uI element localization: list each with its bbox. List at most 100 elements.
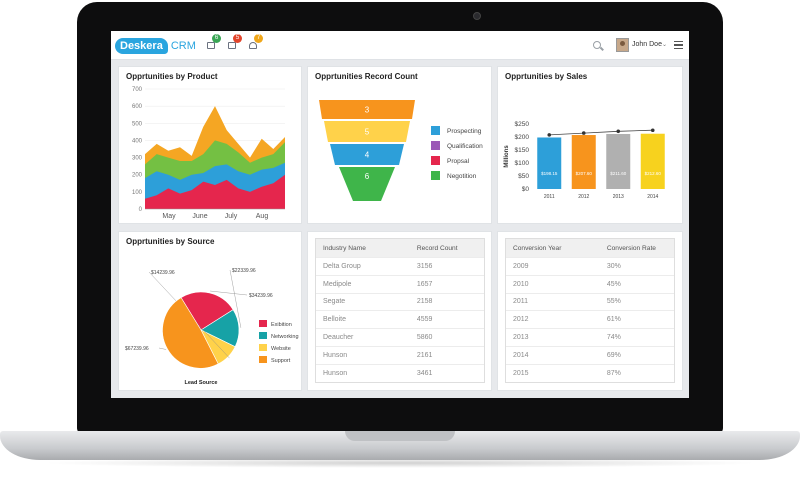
column-header[interactable]: Industry Name	[323, 244, 366, 252]
menu-icon[interactable]	[674, 41, 683, 49]
table-row[interactable]: Hunson 2161	[316, 345, 484, 364]
table-row[interactable]: Delta Group 3156	[316, 257, 484, 275]
legend-label: Exibition	[271, 322, 292, 328]
funnel-stage	[339, 167, 395, 201]
mail-badge: 5	[233, 34, 242, 43]
y-tick-label: 600	[132, 104, 143, 110]
funnel-stage-value: 6	[365, 172, 370, 181]
table-cell: 45%	[606, 280, 621, 288]
y-tick-label: $0	[522, 186, 530, 193]
bar	[571, 135, 596, 189]
table-row[interactable]: 2011 55%	[506, 292, 674, 311]
table-cell: 3461	[416, 369, 433, 377]
laptop-shadow	[40, 458, 760, 468]
source-chart-panel: Opprtunities by Source $34239.96 $22339.9…	[118, 231, 302, 391]
bar-data-label: $198.15	[541, 171, 558, 176]
x-tick-label: 2013	[613, 194, 624, 200]
table-row[interactable]: Segate 2158	[316, 292, 484, 311]
x-tick-label: 2014	[647, 194, 658, 200]
bar-data-label: $212.60	[645, 171, 662, 176]
alerts-badge: 7	[254, 34, 263, 43]
pie-slice	[180, 291, 234, 331]
area-series	[145, 174, 285, 209]
sales-chart-panel: Opprtunities by Sales $0 $50 $100 $150 $200 $…	[497, 66, 683, 224]
area-chart: 0 100 200 300 400 500 600 700 May June July Aug	[132, 87, 285, 220]
table-row[interactable]: Hunson 3461	[316, 363, 484, 382]
funnel-stage-value: 4	[365, 151, 370, 160]
mail-icon	[228, 42, 236, 49]
pie-leader-line	[158, 347, 167, 350]
legend-label: Prospecting	[447, 128, 482, 135]
panel-title: Opprtunities by Source	[126, 237, 215, 246]
deskera-logo[interactable]: Deskera CRM	[115, 37, 196, 55]
y-tick-label: 0	[139, 207, 143, 213]
legend-swatch	[259, 332, 267, 339]
table-cell: 5860	[416, 334, 433, 342]
y-tick-label: 300	[132, 156, 143, 162]
y-tick-label: $250	[515, 121, 530, 128]
table-row[interactable]: 2009 30%	[506, 257, 674, 275]
product-chart-panel: Opprtunities by Product 0 100 200 300 400 500…	[118, 66, 302, 224]
legend-swatch	[259, 356, 267, 363]
pie-data-label: $67239.96	[125, 346, 149, 352]
record-count-panel: Opprtunities Record Count 3 5 4 6 Prospectin…	[307, 66, 492, 224]
pie-data-label: $14239.96	[151, 270, 175, 276]
search-icon[interactable]	[593, 41, 601, 49]
alerts-notification[interactable]: 7	[249, 34, 263, 50]
mail-notification[interactable]: 5	[228, 34, 242, 50]
tasks-notification[interactable]: 6	[207, 34, 221, 50]
x-tick-label: July	[225, 213, 238, 220]
y-tick-label: $200	[515, 134, 530, 141]
y-tick-label: $150	[515, 147, 530, 154]
table-cell: 2009	[513, 262, 529, 270]
crm-dashboard: Deskera CRM 6 5 7 John Doe ⌄ Opprtuni	[111, 31, 689, 398]
table-header: Industry Name Record Count	[316, 239, 484, 257]
y-tick-label: 200	[132, 173, 143, 179]
panel-title: Opprtunities by Sales	[505, 72, 588, 81]
funnel-chart: 3 5 4 6 Prospecting Qualification Propsal Negot…	[319, 100, 483, 201]
y-axis-label: Millions	[504, 145, 510, 168]
table-row[interactable]: 2015 87%	[506, 363, 674, 382]
table-row[interactable]: Deaucher 5860	[316, 328, 484, 346]
funnel-stage	[324, 121, 410, 142]
user-name[interactable]: John Doe	[632, 41, 662, 48]
pie-data-label: $22339.96	[232, 268, 256, 274]
funnel-stage	[330, 144, 404, 165]
chevron-down-icon[interactable]: ⌄	[662, 42, 668, 48]
avatar[interactable]	[616, 38, 629, 52]
column-header[interactable]: Conversion Rate	[606, 244, 656, 252]
webcam	[473, 12, 481, 20]
y-tick-label: 100	[132, 190, 143, 196]
table-row[interactable]: Belloite 4559	[316, 310, 484, 328]
x-tick-label: Aug	[256, 213, 269, 220]
y-tick-label: $50	[518, 173, 529, 180]
table-cell: Medipole	[323, 280, 352, 288]
table-cell: Delta Group	[323, 262, 361, 270]
table-row[interactable]: 2014 69%	[506, 345, 674, 364]
table-cell: 3156	[416, 262, 433, 270]
table-cell: Deaucher	[323, 334, 354, 342]
trend-line	[549, 129, 653, 136]
legend-label: Networking	[271, 334, 299, 340]
x-axis-label: Lead Source	[184, 380, 217, 386]
bar-chart: $0 $50 $100 $150 $200 $250 Millions $198.15 2011…	[504, 121, 665, 200]
pie-data-label: $34239.96	[249, 293, 273, 299]
column-header[interactable]: Conversion Year	[513, 244, 562, 252]
table-cell: 61%	[606, 316, 621, 324]
trend-point	[650, 128, 655, 133]
bell-icon	[249, 42, 257, 49]
legend-label: Website	[271, 346, 291, 352]
pie-chart: $34239.96 $22339.96 $14239.96 $67239.96 Lead…	[125, 268, 299, 386]
y-tick-label: 500	[132, 121, 143, 127]
table-row[interactable]: 2012 61%	[506, 310, 674, 328]
table-row[interactable]: Medipole 1657	[316, 274, 484, 293]
trend-point	[616, 129, 621, 134]
column-header[interactable]: Record Count	[416, 244, 458, 252]
table-row[interactable]: 2013 74%	[506, 328, 674, 346]
table-cell: Segate	[323, 298, 346, 306]
trend-point	[581, 131, 586, 135]
y-tick-label: 400	[132, 138, 143, 144]
x-tick-label: 2011	[544, 194, 555, 200]
y-tick-label: 700	[132, 87, 143, 93]
table-row[interactable]: 2010 45%	[506, 274, 674, 293]
